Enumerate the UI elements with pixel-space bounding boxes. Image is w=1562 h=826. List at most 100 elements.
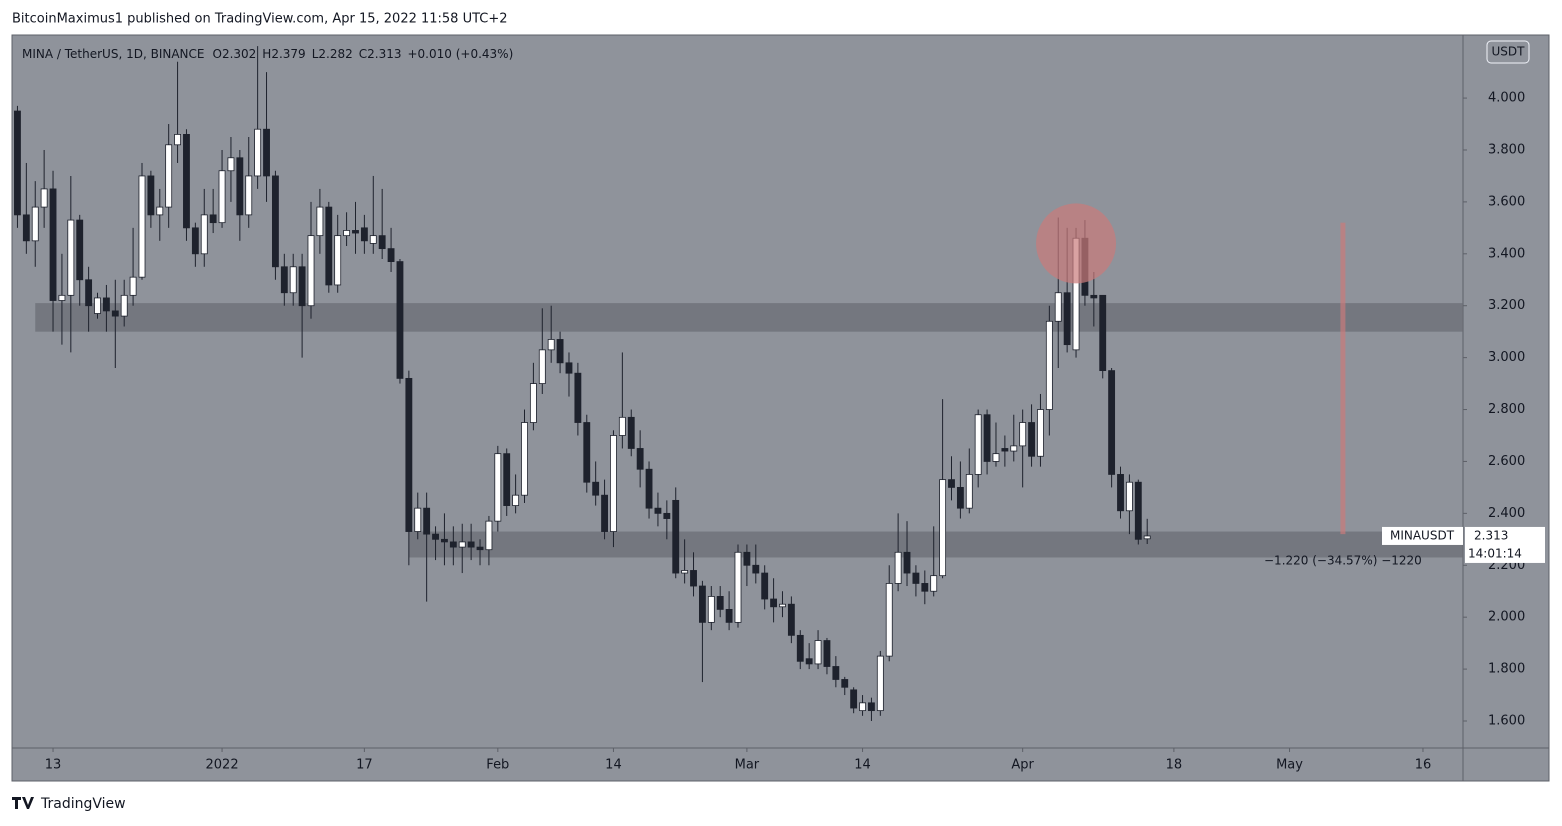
candle-body xyxy=(1117,474,1124,512)
countdown-label: 14:01:14 xyxy=(1468,546,1522,560)
candle-body xyxy=(467,541,475,548)
candle-body xyxy=(236,157,244,216)
candle-body xyxy=(503,453,511,506)
candle-body xyxy=(636,448,644,470)
candle-body xyxy=(761,572,769,600)
candle-body xyxy=(174,134,181,146)
measure-line xyxy=(1340,222,1346,535)
candle-body xyxy=(965,474,973,509)
candle-body xyxy=(111,310,119,317)
candle-body xyxy=(521,422,528,496)
candle-body xyxy=(974,414,982,475)
legend-value: 2.379 xyxy=(271,47,305,61)
candle-body xyxy=(716,596,724,610)
candle-body xyxy=(752,564,760,574)
x-tick-label: 13 xyxy=(45,758,62,773)
candle-body xyxy=(58,294,66,301)
candle-body xyxy=(707,596,715,623)
candle-body xyxy=(1054,292,1062,322)
candle-body xyxy=(263,128,270,177)
candle-body xyxy=(378,235,386,250)
plot xyxy=(14,46,1464,722)
candle-body xyxy=(476,546,484,551)
candle-body xyxy=(592,481,600,496)
support-resistance-zone xyxy=(35,303,1464,332)
candle-body xyxy=(1019,422,1027,447)
candle-body xyxy=(218,170,226,224)
candle-body xyxy=(441,538,448,543)
legend-value: 2.282 xyxy=(318,47,352,61)
candle-body xyxy=(939,479,947,577)
candle-body xyxy=(885,583,893,657)
candle-body xyxy=(601,494,608,532)
candle-body xyxy=(129,276,137,296)
candle-body xyxy=(547,339,555,351)
candle-body xyxy=(832,666,840,680)
candle-body xyxy=(227,157,235,172)
candle-body xyxy=(76,219,84,281)
candle-body xyxy=(983,414,991,462)
candle-body xyxy=(316,206,324,237)
currency-label: USDT xyxy=(1492,45,1526,59)
y-tick-label: 1.800 xyxy=(1488,662,1525,677)
candle-body xyxy=(40,188,48,208)
currency-box xyxy=(1486,40,1530,64)
candle-body xyxy=(556,339,564,364)
candle-body xyxy=(583,422,591,483)
x-tick-label: Apr xyxy=(1011,758,1034,773)
price-label: 2.313 xyxy=(1474,528,1508,542)
candle-body xyxy=(458,541,466,548)
legend-key: L xyxy=(312,47,319,61)
candle-body xyxy=(307,235,315,307)
x-tick-label: Mar xyxy=(735,758,760,773)
candle-body xyxy=(1108,370,1116,475)
candle-body xyxy=(1028,422,1035,457)
candle-body xyxy=(449,541,457,548)
candle-body xyxy=(1090,294,1098,299)
chart-frame xyxy=(11,34,1550,782)
candle-body xyxy=(138,175,146,278)
candle-body xyxy=(663,512,671,519)
candle-body xyxy=(147,175,155,216)
candle-body xyxy=(956,487,964,509)
candle-body xyxy=(209,214,217,224)
y-tick-label: 3.600 xyxy=(1488,194,1525,209)
y-tick-label: 2.400 xyxy=(1488,506,1525,521)
candle-body xyxy=(1143,535,1151,540)
candle-body xyxy=(245,175,253,216)
candle-body xyxy=(1037,409,1044,457)
legend-title: MINA / TetherUS, 1D, BINANCE xyxy=(22,47,204,61)
candle-body xyxy=(618,416,626,436)
legend: MINA / TetherUS, 1D, BINANCE O2.302 H2.379… xyxy=(22,47,513,61)
candle-body xyxy=(414,507,422,532)
candle-body xyxy=(770,598,778,608)
candle-body xyxy=(183,134,190,229)
candle-body xyxy=(387,248,395,262)
candle-body xyxy=(49,188,57,301)
candle-body xyxy=(930,575,938,592)
candle-body xyxy=(725,608,733,623)
candle-body xyxy=(992,453,1000,462)
candle-body xyxy=(690,570,697,587)
candle-body xyxy=(850,689,858,709)
candle-body xyxy=(396,261,404,379)
y-tick-label: 2.800 xyxy=(1488,402,1525,417)
x-tick-label: 17 xyxy=(356,758,373,773)
candle-body xyxy=(681,570,689,574)
candle-body xyxy=(734,551,742,623)
candle-body xyxy=(654,507,662,514)
x-tick-label: 14 xyxy=(854,758,871,773)
candle-body xyxy=(298,266,306,307)
candle-body xyxy=(67,219,75,296)
candle-body xyxy=(841,679,849,688)
candle-body xyxy=(868,702,875,712)
candle-body xyxy=(1125,481,1133,512)
y-tick-label: 2.600 xyxy=(1488,454,1525,469)
y-tick-label: 3.400 xyxy=(1488,246,1525,261)
y-tick-label: 4.000 xyxy=(1488,91,1525,106)
measure-label: −1.220 (−34.57%) −1220 xyxy=(1264,554,1422,568)
candle-body xyxy=(14,110,21,216)
candle-body xyxy=(334,235,342,286)
logo-icon xyxy=(12,797,34,809)
candle-body xyxy=(200,214,208,255)
